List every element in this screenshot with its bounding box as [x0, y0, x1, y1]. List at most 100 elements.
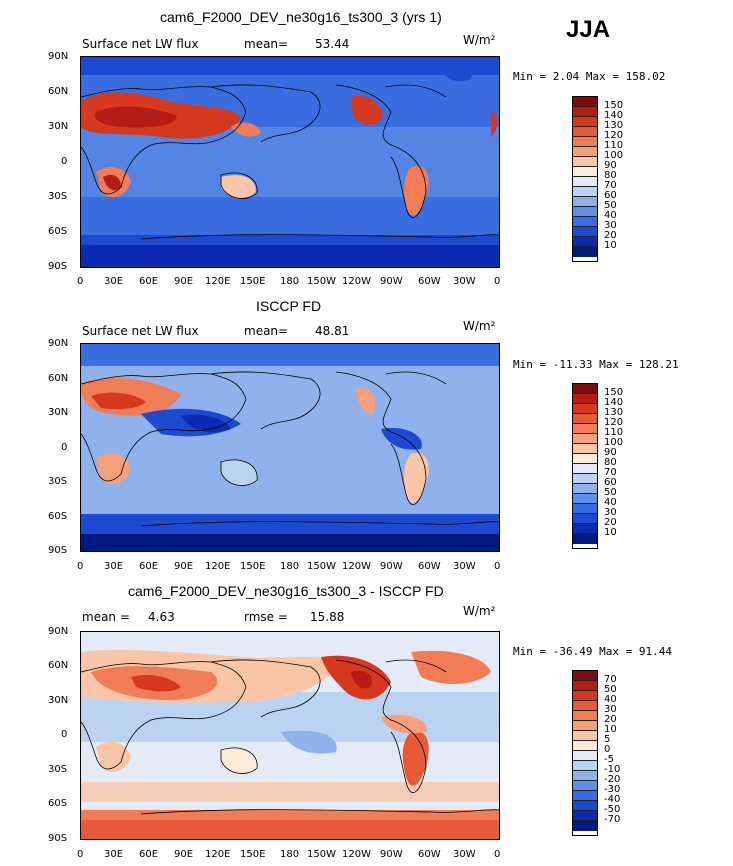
- panel-3-colorbar-label: 70: [604, 674, 617, 685]
- panel-1-colorbar-label: 140: [604, 110, 624, 121]
- panel-2-lon-label: 0: [77, 561, 84, 572]
- panel-1-swatch: [573, 247, 597, 257]
- panel-3-lon-label: 180: [280, 849, 300, 860]
- panel-1-lon-label: 0: [494, 276, 501, 287]
- panel-3-mean-value: 4.63: [148, 610, 175, 624]
- panel-1-colorbar-label: 150: [604, 100, 624, 111]
- panel-3-mean-label: mean =: [82, 610, 130, 624]
- panel-1-lat-label: 30S: [48, 191, 68, 202]
- panel-2-colorbar-label: 10: [604, 527, 617, 538]
- panel-1-mean-value: 53.44: [315, 37, 350, 51]
- panel-1-lon-label: 150E: [240, 276, 266, 287]
- panel-2-lat-label: 30N: [48, 407, 69, 418]
- panel-2-swatch: [573, 424, 597, 434]
- panel-1-colorbar-label: 120: [604, 130, 624, 141]
- panel-3-colorbar-label: 10: [604, 724, 617, 735]
- panel-2-swatch: [573, 434, 597, 444]
- panel-3-colorbar-label: 5: [604, 734, 611, 745]
- panel-2-colorbar-label: 120: [604, 417, 624, 428]
- panel-3-lat-label: 30S: [48, 764, 68, 775]
- panel-2-swatch: [573, 494, 597, 504]
- panel-2-lat-label: 0: [61, 442, 68, 453]
- panel-3-colorbar-label: 40: [604, 694, 617, 705]
- panel-1-colorbar-label: 90: [604, 160, 617, 171]
- panel-1-swatch: [573, 207, 597, 217]
- panel-3-colorbar-label: 30: [604, 704, 617, 715]
- panel-3-units: W/m²: [463, 604, 496, 618]
- panel-2-swatch: [573, 384, 597, 394]
- panel-1-min-max: Min = 2.04 Max = 158.02: [513, 70, 666, 83]
- panel-2-swatch: [573, 394, 597, 404]
- panel-3-lat-label: 60N: [48, 660, 69, 671]
- panel-1-colorbar-label: 30: [604, 220, 617, 231]
- panel-2-lat-label: 90S: [48, 545, 68, 556]
- panel-3-colorbar-label: -30: [604, 784, 621, 795]
- panel-2-lat-label: 60N: [48, 373, 69, 384]
- panel-3-title: cam6_F2000_DEV_ne30g16_ts300_3 - ISCCP F…: [128, 583, 444, 599]
- panel-3-colorbar-label: -5: [604, 754, 614, 765]
- panel-2-lat-label: 60S: [48, 511, 68, 522]
- panel-3-lon-label: 60E: [139, 849, 159, 860]
- panel-1-lon-label: 30W: [453, 276, 476, 287]
- panel-3-colorbar-label: 50: [604, 684, 617, 695]
- panel-1-swatch: [573, 217, 597, 227]
- panel-3-swatch: [573, 701, 597, 711]
- panel-3-swatch: [573, 791, 597, 801]
- panel-3-colorbar-label: 0: [604, 744, 611, 755]
- panel-1-swatch: [573, 127, 597, 137]
- panel-2-colorbar-label: 80: [604, 457, 617, 468]
- panel-3-colorbar: [572, 670, 598, 836]
- panel-3-colorbar-label: -70: [604, 814, 621, 825]
- panel-3-swatch: [573, 671, 597, 681]
- panel-3-colorbar-label: -50: [604, 804, 621, 815]
- panel-3-lat-label: 90N: [48, 626, 69, 637]
- panel-2-colorbar-label: 100: [604, 437, 624, 448]
- panel-3-swatch: [573, 681, 597, 691]
- panel-1-lon-label: 90W: [380, 276, 403, 287]
- panel-3-lon-label: 120W: [342, 849, 371, 860]
- panel-1-lon-label: 120E: [205, 276, 231, 287]
- panel-3-swatch: [573, 821, 597, 831]
- panel-1-colorbar-label: 20: [604, 230, 617, 241]
- panel-1-colorbar-label: 70: [604, 180, 617, 191]
- panel-3-map: [80, 631, 500, 840]
- panel-2-lon-label: 150E: [240, 561, 266, 572]
- panel-2-swatch: [573, 514, 597, 524]
- panel-3-lon-label: 120E: [205, 849, 231, 860]
- panel-2-colorbar-label: 150: [604, 387, 624, 398]
- panel-3-rmse-value: 15.88: [310, 610, 345, 624]
- panel-2-colorbar-label: 50: [604, 487, 617, 498]
- panel-1-swatch: [573, 97, 597, 107]
- panel-3-colorbar-label: 20: [604, 714, 617, 725]
- panel-2-mean-label: mean=: [244, 324, 289, 338]
- panel-2-lon-label: 30E: [104, 561, 124, 572]
- panel-3-swatch: [573, 741, 597, 751]
- panel-1-lon-label: 120W: [342, 276, 371, 287]
- panel-1-lon-label: 60W: [418, 276, 441, 287]
- panel-3-colorbar-label: -20: [604, 774, 621, 785]
- panel-1-colorbar-label: 10: [604, 240, 617, 251]
- panel-2-lon-label: 30W: [453, 561, 476, 572]
- panel-3-swatch: [573, 711, 597, 721]
- panel-2-colorbar-label: 130: [604, 407, 624, 418]
- panel-3-lon-label: 0: [494, 849, 501, 860]
- panel-1-swatch: [573, 147, 597, 157]
- panel-3-lon-label: 150E: [240, 849, 266, 860]
- panel-2-swatch: [573, 504, 597, 514]
- panel-2-map: [80, 343, 500, 552]
- panel-1-colorbar-label: 40: [604, 210, 617, 221]
- panel-1-swatch: [573, 157, 597, 167]
- panel-1-lat-label: 0: [61, 156, 68, 167]
- panel-3-lat-label: 90S: [48, 833, 68, 844]
- season-label: JJA: [566, 16, 611, 43]
- panel-2-swatch: [573, 404, 597, 414]
- panel-1-swatch: [573, 237, 597, 247]
- panel-1-lat-label: 90N: [48, 51, 69, 62]
- panel-1-swatch: [573, 197, 597, 207]
- panel-1-lat-label: 60S: [48, 226, 68, 237]
- panel-3-lon-label: 0: [77, 849, 84, 860]
- panel-2-colorbar-label: 70: [604, 467, 617, 478]
- panel-3-lon-label: 30W: [453, 849, 476, 860]
- panel-2-title: ISCCP FD: [256, 298, 322, 314]
- panel-1-mean-label: mean=: [244, 37, 289, 51]
